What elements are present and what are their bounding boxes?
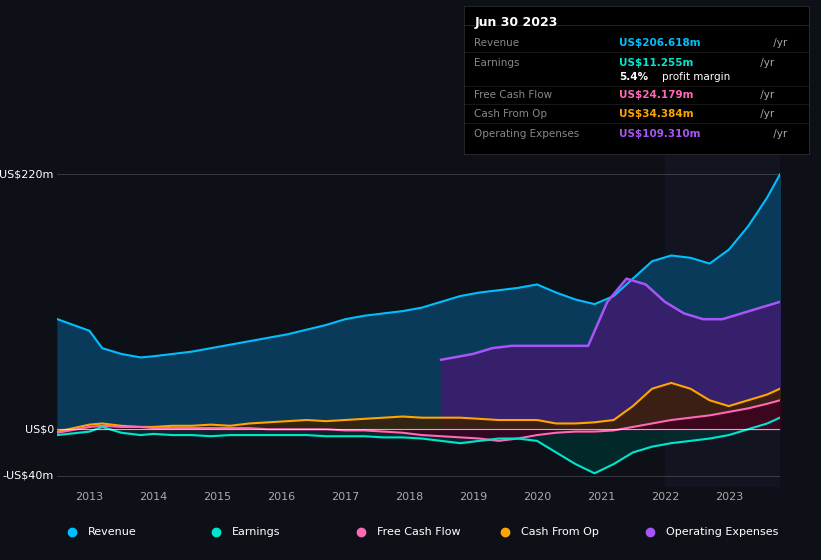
- Text: US$109.310m: US$109.310m: [619, 129, 700, 139]
- Text: Free Cash Flow: Free Cash Flow: [377, 527, 461, 537]
- Text: Free Cash Flow: Free Cash Flow: [475, 90, 553, 100]
- Text: /yr: /yr: [770, 129, 787, 139]
- Text: Revenue: Revenue: [475, 38, 520, 48]
- Text: Operating Expenses: Operating Expenses: [475, 129, 580, 139]
- Text: profit margin: profit margin: [662, 72, 731, 82]
- Text: Earnings: Earnings: [475, 58, 520, 68]
- Text: Jun 30 2023: Jun 30 2023: [475, 16, 557, 29]
- Text: /yr: /yr: [757, 90, 774, 100]
- Text: US$220m: US$220m: [0, 169, 54, 179]
- Text: US$11.255m: US$11.255m: [619, 58, 694, 68]
- Text: Operating Expenses: Operating Expenses: [666, 527, 778, 537]
- Text: 5.4%: 5.4%: [619, 72, 648, 82]
- Text: US$34.384m: US$34.384m: [619, 110, 694, 119]
- Text: US$24.179m: US$24.179m: [619, 90, 694, 100]
- Bar: [665, 151, 780, 487]
- Text: /yr: /yr: [757, 58, 774, 68]
- Text: /yr: /yr: [770, 38, 787, 48]
- Text: Cash From Op: Cash From Op: [475, 110, 548, 119]
- Text: /yr: /yr: [757, 110, 774, 119]
- Text: US$0: US$0: [25, 424, 54, 434]
- Text: Cash From Op: Cash From Op: [521, 527, 599, 537]
- Text: Revenue: Revenue: [88, 527, 136, 537]
- Text: Earnings: Earnings: [232, 527, 281, 537]
- Text: US$206.618m: US$206.618m: [619, 38, 700, 48]
- Text: -US$40m: -US$40m: [2, 470, 54, 480]
